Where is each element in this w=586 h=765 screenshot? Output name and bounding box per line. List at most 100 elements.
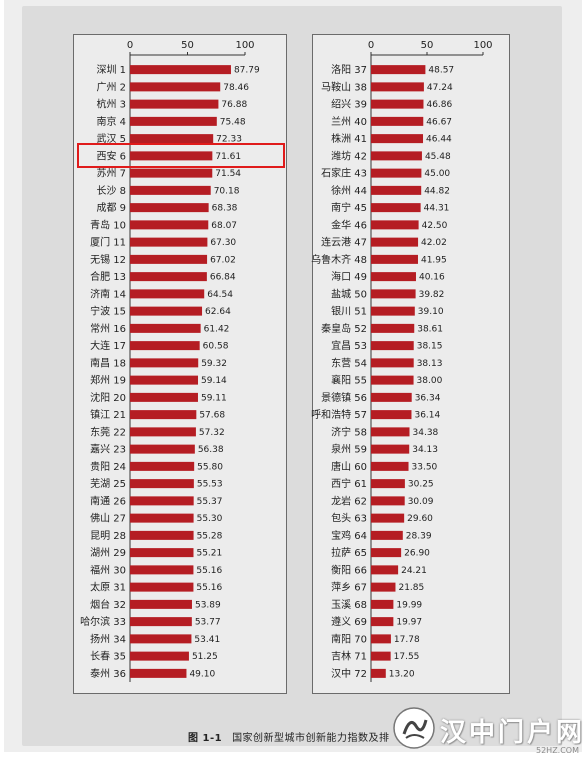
data-label: 36.14 bbox=[414, 411, 440, 421]
category-label: 广州 2 bbox=[96, 81, 126, 93]
category-label: 济宁 58 bbox=[331, 425, 367, 438]
category-label: 呼和浩特 57 bbox=[311, 409, 367, 421]
data-label: 68.38 bbox=[212, 204, 238, 214]
bar bbox=[371, 496, 405, 506]
data-label: 38.15 bbox=[417, 342, 443, 352]
x-tick-label: 50 bbox=[421, 40, 434, 51]
bar bbox=[371, 323, 415, 333]
category-label: 南通 26 bbox=[90, 494, 126, 507]
data-label: 60.58 bbox=[203, 342, 229, 352]
category-label: 盐城 50 bbox=[331, 287, 367, 300]
bar bbox=[371, 461, 409, 471]
category-label: 湖州 29 bbox=[90, 547, 126, 559]
bar bbox=[130, 254, 208, 264]
bar bbox=[130, 375, 199, 385]
bar bbox=[130, 289, 205, 299]
bar bbox=[130, 617, 192, 627]
data-label: 19.97 bbox=[396, 618, 422, 628]
bar bbox=[371, 65, 426, 75]
category-label: 南阳 70 bbox=[331, 632, 367, 645]
bar bbox=[130, 479, 194, 489]
category-label: 武汉 5 bbox=[96, 132, 126, 145]
category-label: 潍坊 42 bbox=[331, 149, 367, 162]
data-label: 21.85 bbox=[398, 583, 424, 593]
data-label: 30.09 bbox=[408, 497, 434, 507]
category-label: 济南 14 bbox=[90, 287, 126, 300]
category-label: 金华 46 bbox=[331, 218, 367, 231]
data-label: 72.33 bbox=[216, 135, 242, 145]
data-label: 26.90 bbox=[404, 549, 430, 559]
category-label: 哈尔滨 33 bbox=[80, 615, 126, 628]
category-label: 马鞍山 38 bbox=[321, 80, 367, 93]
category-label: 长春 35 bbox=[90, 651, 126, 663]
category-label: 常州 16 bbox=[90, 322, 126, 335]
bar bbox=[371, 565, 399, 575]
category-label: 厦门 11 bbox=[90, 236, 126, 249]
bar bbox=[371, 151, 422, 161]
category-label: 无锡 12 bbox=[90, 253, 126, 266]
category-label: 南京 4 bbox=[96, 115, 126, 128]
bar bbox=[371, 220, 419, 230]
data-label: 39.10 bbox=[418, 307, 444, 317]
bar bbox=[130, 444, 195, 454]
category-label: 芜湖 25 bbox=[90, 477, 126, 490]
category-label: 郑州 19 bbox=[90, 374, 126, 387]
data-label: 67.02 bbox=[210, 255, 236, 265]
bar bbox=[371, 134, 424, 144]
data-label: 38.13 bbox=[417, 359, 443, 369]
data-label: 51.25 bbox=[192, 652, 218, 662]
bar bbox=[371, 427, 410, 437]
bar bbox=[371, 375, 414, 385]
data-label: 33.50 bbox=[412, 462, 438, 472]
category-label: 宁波 15 bbox=[90, 305, 126, 318]
bar bbox=[130, 599, 192, 609]
category-label: 拉萨 65 bbox=[331, 546, 367, 559]
category-label: 杭州 3 bbox=[96, 98, 126, 111]
category-label: 玉溪 68 bbox=[331, 599, 367, 611]
x-tick-label: 0 bbox=[368, 40, 374, 51]
bar bbox=[130, 634, 192, 644]
bar bbox=[130, 427, 196, 437]
data-label: 42.50 bbox=[422, 221, 448, 231]
data-label: 42.02 bbox=[421, 238, 447, 248]
data-label: 46.67 bbox=[426, 117, 452, 127]
category-label: 深圳 1 bbox=[96, 64, 126, 76]
data-label: 49.10 bbox=[189, 669, 215, 679]
category-label: 襄阳 55 bbox=[331, 374, 367, 387]
bar bbox=[371, 185, 422, 195]
category-label: 景德镇 56 bbox=[321, 391, 367, 404]
bar bbox=[130, 461, 195, 471]
bar bbox=[130, 82, 221, 92]
bar bbox=[130, 65, 231, 75]
bar bbox=[130, 530, 194, 540]
data-label: 34.38 bbox=[413, 428, 439, 438]
bar bbox=[130, 668, 187, 678]
x-tick-label: 100 bbox=[235, 40, 254, 51]
category-label: 包头 63 bbox=[331, 512, 367, 525]
bar bbox=[371, 651, 391, 661]
data-label: 71.54 bbox=[215, 169, 241, 179]
bar bbox=[371, 617, 394, 627]
x-tick-label: 50 bbox=[181, 40, 194, 51]
data-label: 62.64 bbox=[205, 307, 231, 317]
data-label: 53.89 bbox=[195, 600, 221, 610]
chart-panel-left: 0 50 100 深圳 1 87.79 广州 2 78.46 杭州 3 76.88 南京 4 75.… bbox=[73, 34, 287, 694]
bar bbox=[130, 323, 201, 333]
category-label: 合肥 13 bbox=[90, 270, 126, 283]
category-label: 兰州 40 bbox=[331, 115, 367, 128]
bar bbox=[130, 392, 198, 402]
bar bbox=[371, 444, 410, 454]
x-tick-label: 0 bbox=[127, 40, 133, 51]
data-label: 75.48 bbox=[220, 117, 246, 127]
data-label: 45.00 bbox=[424, 169, 450, 179]
bar bbox=[371, 582, 396, 592]
data-label: 19.99 bbox=[396, 600, 422, 610]
bar bbox=[130, 513, 194, 523]
category-label: 成都 9 bbox=[96, 202, 126, 214]
watermark-text: 汉中门户网 bbox=[440, 718, 586, 748]
data-label: 55.16 bbox=[196, 583, 222, 593]
chart-panel-right: 0 50 100 洛阳 37 48.57 马鞍山 38 47.24 绍兴 39 46.86 兰州 … bbox=[311, 34, 510, 694]
category-label: 烟台 32 bbox=[90, 598, 126, 611]
data-label: 29.60 bbox=[407, 514, 433, 524]
category-label: 宝鸡 64 bbox=[331, 529, 367, 542]
